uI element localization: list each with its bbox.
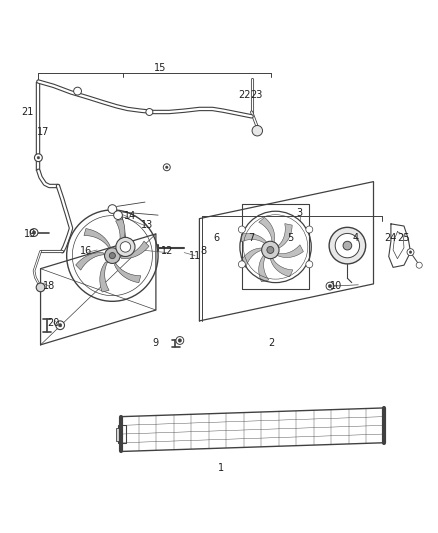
Circle shape [116, 237, 135, 256]
Bar [118, 425, 126, 443]
Text: 24: 24 [385, 233, 397, 243]
Circle shape [114, 211, 122, 220]
Polygon shape [116, 219, 125, 249]
Text: 20: 20 [47, 318, 60, 328]
Circle shape [306, 226, 313, 233]
Text: 15: 15 [154, 63, 166, 74]
Circle shape [74, 87, 81, 95]
Circle shape [108, 205, 117, 213]
Circle shape [110, 253, 116, 259]
Circle shape [58, 324, 62, 327]
Text: 1: 1 [218, 463, 224, 473]
Text: 14: 14 [124, 212, 136, 221]
Circle shape [328, 284, 332, 288]
Text: 18: 18 [43, 281, 55, 291]
Text: 13: 13 [141, 220, 153, 230]
Polygon shape [84, 229, 110, 248]
Circle shape [105, 248, 120, 263]
Circle shape [238, 226, 245, 233]
Circle shape [35, 154, 42, 161]
Circle shape [261, 241, 279, 259]
Circle shape [56, 321, 64, 329]
Text: 6: 6 [214, 233, 220, 243]
Text: 12: 12 [161, 246, 173, 256]
Text: 10: 10 [330, 281, 343, 291]
Circle shape [163, 164, 170, 171]
Text: 21: 21 [21, 107, 34, 117]
Text: 16: 16 [80, 246, 92, 256]
Circle shape [407, 249, 414, 256]
Polygon shape [241, 233, 267, 245]
Text: 23: 23 [250, 90, 262, 100]
Circle shape [326, 282, 334, 290]
Text: 17: 17 [36, 126, 49, 136]
Polygon shape [270, 256, 293, 277]
Text: 5: 5 [288, 233, 294, 243]
Circle shape [178, 339, 182, 342]
Circle shape [36, 283, 45, 292]
Circle shape [343, 241, 352, 250]
Polygon shape [259, 255, 269, 282]
Circle shape [238, 261, 245, 268]
Text: 4: 4 [353, 233, 359, 243]
Circle shape [37, 156, 40, 159]
Circle shape [329, 228, 366, 264]
Text: 7: 7 [248, 233, 255, 243]
Circle shape [267, 246, 274, 254]
Circle shape [252, 125, 262, 136]
Circle shape [335, 233, 360, 258]
Text: 8: 8 [201, 246, 207, 256]
Polygon shape [276, 245, 304, 257]
Circle shape [306, 261, 313, 268]
Bar [116, 427, 121, 441]
Circle shape [146, 109, 153, 116]
Circle shape [166, 166, 168, 168]
Polygon shape [76, 253, 105, 270]
Text: 22: 22 [238, 90, 251, 100]
Text: 3: 3 [297, 208, 303, 219]
Polygon shape [259, 217, 275, 244]
Polygon shape [276, 224, 292, 248]
Polygon shape [120, 241, 149, 259]
Polygon shape [100, 262, 109, 292]
Text: 11: 11 [189, 251, 201, 261]
Circle shape [409, 251, 412, 254]
Circle shape [416, 262, 422, 268]
Circle shape [30, 229, 38, 237]
Text: 25: 25 [398, 233, 410, 243]
Text: 9: 9 [153, 338, 159, 348]
Text: 2: 2 [268, 338, 274, 348]
Circle shape [32, 231, 36, 235]
Polygon shape [114, 263, 141, 282]
Circle shape [120, 241, 131, 252]
Polygon shape [240, 248, 264, 268]
Text: 19: 19 [24, 229, 36, 239]
Circle shape [176, 336, 184, 344]
